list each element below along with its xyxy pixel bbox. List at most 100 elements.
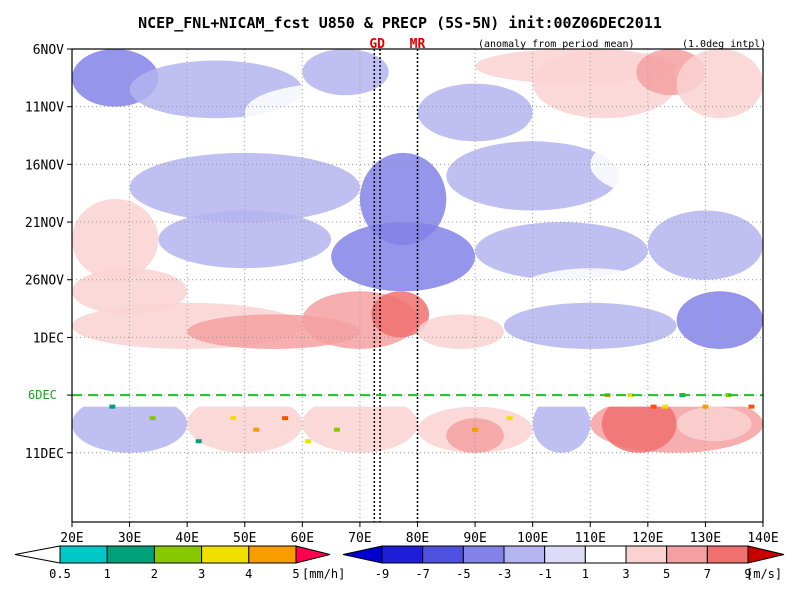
wind-swatch	[625, 545, 668, 564]
y-tick-label: 6NOV	[33, 43, 64, 58]
x-tick-label: 60E	[291, 531, 314, 546]
precip-spot	[305, 439, 312, 444]
wind-swatch	[706, 545, 749, 564]
u850-region	[417, 314, 504, 349]
wind-tick-label: -9	[375, 567, 389, 581]
precip-tick-label: 2	[151, 567, 158, 581]
u850-region	[676, 291, 763, 349]
x-tick-label: 40E	[175, 531, 198, 546]
precip-spot	[195, 439, 202, 444]
u850-region	[158, 210, 332, 269]
wind-arrow-left	[342, 545, 383, 564]
y-axis: 6NOV 11NOV 16NOV 21NOV 26NOV 1DEC 11DEC	[25, 43, 72, 462]
wind-tick-label: -1	[537, 567, 551, 581]
wind-tick-label: 3	[622, 567, 629, 581]
precip-spot	[702, 404, 709, 409]
x-tick-label: 120E	[632, 531, 663, 546]
forecast-init-label: 6DEC	[28, 388, 57, 402]
wind-tick-label: 7	[704, 567, 711, 581]
y-tick-label: 11NOV	[25, 101, 64, 116]
precip-colorbar: 0.5 1 2 3 4 5 [mm/h]	[14, 545, 345, 581]
u850-region	[676, 406, 752, 442]
wind-tick-label: -5	[456, 567, 470, 581]
wind-tick-label: 9	[744, 567, 751, 581]
wind-tick-label: 1	[582, 567, 589, 581]
u850-region	[302, 49, 389, 96]
x-tick-label: 100E	[517, 531, 548, 546]
x-tick-label: 50E	[233, 531, 256, 546]
wind-tick-label: -7	[415, 567, 429, 581]
u850-region	[532, 395, 591, 453]
u850-region	[371, 291, 430, 338]
precip-spot	[506, 416, 513, 421]
x-axis: 20E 30E 40E 50E 60E 70E 80E 90E 100E 110E 120E 130E…	[60, 522, 779, 546]
u850-region	[302, 395, 418, 453]
y-tick-label: 16NOV	[25, 158, 64, 173]
u850-region	[446, 418, 504, 453]
x-tick-label: 80E	[406, 531, 429, 546]
precip-unit: [mm/h]	[302, 567, 345, 581]
marker-label: MR	[410, 37, 426, 52]
y-tick-label: 26NOV	[25, 274, 64, 289]
precip-spot	[650, 404, 657, 409]
x-tick-label: 70E	[348, 531, 371, 546]
u850-region	[72, 395, 188, 453]
u850-region	[187, 395, 303, 453]
x-tick-label: 20E	[60, 531, 83, 546]
u850-region	[601, 395, 677, 453]
precip-spot	[333, 427, 340, 432]
u850-region	[129, 152, 360, 223]
precip-swatch	[106, 545, 155, 564]
precip-spot	[109, 404, 116, 409]
precip-tick-label: 3	[198, 567, 205, 581]
wind-unit: [m/s]	[746, 567, 782, 581]
wind-swatch	[544, 545, 586, 564]
wind-tick-label: -3	[497, 567, 511, 581]
precip-tick-label: 4	[245, 567, 252, 581]
precip-swatch	[201, 545, 250, 564]
u850-region	[72, 198, 159, 280]
u850-region	[676, 49, 763, 119]
x-tick-label: 110E	[575, 531, 606, 546]
wind-swatch	[584, 545, 627, 564]
wind-swatch	[381, 545, 424, 564]
y-tick-label: 11DEC	[25, 447, 64, 462]
x-tick-label: 90E	[463, 531, 486, 546]
x-tick-label: 130E	[690, 531, 721, 546]
u850-region	[331, 222, 476, 292]
wind-tick-label: 5	[663, 567, 670, 581]
chart-note-left: (anomaly from period mean)	[478, 39, 635, 50]
precip-spot	[662, 404, 669, 409]
precip-spot	[627, 393, 634, 398]
u850-region	[446, 141, 620, 211]
precip-spot	[230, 416, 237, 421]
precip-swatch	[59, 545, 108, 564]
wind-swatch	[422, 545, 464, 564]
wind-swatch	[503, 545, 546, 564]
precip-swatch	[153, 545, 203, 564]
precip-spot	[253, 427, 260, 432]
precip-spot	[282, 416, 289, 421]
marker-label: GD	[369, 37, 385, 52]
precip-tick-label: 1	[104, 567, 111, 581]
u850-region	[475, 222, 648, 280]
chart-title: NCEP_FNL+NICAM_fcst U850 & PRECP (5S-5N)…	[138, 14, 662, 32]
u850-region	[417, 83, 533, 142]
precip-spot	[748, 404, 755, 409]
precip-tick-label: 0.5	[49, 567, 71, 581]
plot-area: GD MR 6DEC	[28, 37, 764, 523]
wind-colorbar: -9 -7 -5 -3 -1 1 3 5 7 9[m/s]	[342, 545, 785, 581]
x-tick-label: 140E	[747, 531, 778, 546]
y-tick-label: 21NOV	[25, 216, 64, 231]
x-tick-label: 30E	[118, 531, 141, 546]
precip-spot	[149, 416, 156, 421]
chart-note-right: (1.0deg intpl)	[682, 39, 766, 50]
wind-swatch	[462, 545, 505, 564]
precip-arrow-right	[295, 545, 331, 564]
wind-swatch	[666, 545, 708, 564]
precip-tick-label: 5	[292, 567, 299, 581]
y-tick-label: 1DEC	[33, 331, 64, 346]
wind-arrow-right	[747, 545, 785, 564]
precip-arrow-left	[14, 545, 61, 564]
